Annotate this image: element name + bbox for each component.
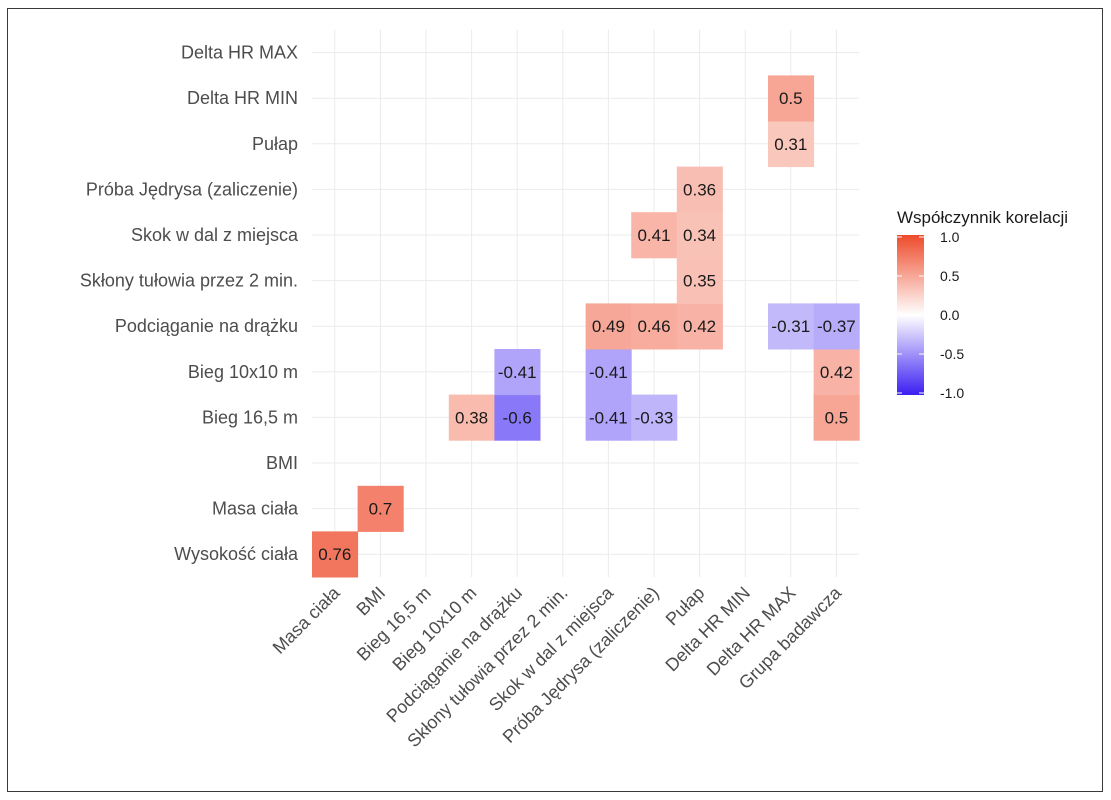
heatmap-cell (676, 212, 723, 259)
cell-value-label: -0.33 (635, 408, 674, 427)
y-tick-label: Podciąganie na drążku (115, 316, 298, 336)
cell-value-label: 0.76 (318, 545, 351, 564)
cell-value-label: 0.7 (369, 500, 393, 519)
cell-value-label: 0.46 (637, 317, 670, 336)
heatmap-cell (631, 212, 678, 259)
y-tick-label: Bieg 16,5 m (202, 407, 298, 427)
y-tick-label: Pułap (252, 134, 298, 154)
y-tick-label: Próba Jędrysa (zaliczenie) (86, 179, 298, 199)
cell-value-label: 0.42 (820, 363, 853, 382)
cell-value-label: 0.41 (637, 226, 670, 245)
heatmap-cell (768, 121, 815, 168)
legend-title: Współczynnik korelacji (897, 208, 1068, 227)
y-tick-label: Skok w dal z miejsca (131, 225, 299, 245)
y-tick-label: Skłony tułowia przez 2 min. (80, 271, 298, 291)
heatmap-cells: 0.76 0.7 0.38 -0.6 -0.41 -0.41 -0.41 0.49 -0.33 0… (312, 75, 860, 578)
heatmap-cell (312, 531, 359, 578)
legend-tick-label: -1.0 (940, 385, 964, 401)
heatmap-cell (585, 303, 632, 350)
legend-ticks: 1.0 0.5 0.0 -0.5 -1.0 (897, 229, 964, 401)
cell-value-label: 0.34 (683, 226, 716, 245)
cell-value-label: -0.31 (771, 317, 810, 336)
y-tick-label: Wysokość ciała (174, 544, 299, 564)
legend-tick-label: -0.5 (940, 346, 964, 362)
legend-tick-label: 0.5 (940, 268, 960, 284)
cell-value-label: -0.6 (503, 408, 532, 427)
heatmap-cell (813, 394, 860, 441)
cell-value-label: 0.31 (774, 135, 807, 154)
y-axis-labels: Wysokość ciała Masa ciała BMI Bieg 16,5 m Bi… (80, 43, 299, 565)
heatmap-cell (768, 75, 815, 122)
cell-value-label: -0.41 (589, 408, 628, 427)
cell-value-label: 0.38 (455, 408, 488, 427)
heatmap-cell (676, 257, 723, 304)
y-tick-label: Delta HR MIN (187, 88, 298, 108)
cell-value-label: 0.35 (683, 272, 716, 291)
cell-value-label: -0.37 (817, 317, 856, 336)
y-tick-label: Masa ciała (212, 499, 299, 519)
legend: Współczynnik korelacji 1.0 0.5 0.0 -0.5 -1.0 (897, 208, 1068, 401)
heatmap-cell (585, 394, 632, 441)
cell-value-label: 0.5 (825, 408, 849, 427)
heatmap-cell (813, 303, 860, 350)
heatmap-cell (631, 394, 678, 441)
heatmap-cell (357, 485, 404, 532)
y-tick-label: Delta HR MAX (181, 43, 298, 63)
heatmap-cell (676, 303, 723, 350)
x-tick-label: BMI (352, 583, 389, 620)
heatmap-cell (448, 394, 495, 441)
legend-tick-label: 1.0 (940, 229, 960, 245)
heatmap-cell (494, 349, 541, 396)
heatmap-cell (631, 303, 678, 350)
y-tick-label: Bieg 10x10 m (188, 362, 298, 382)
cell-value-label: -0.41 (589, 363, 628, 382)
cell-value-label: 0.5 (779, 89, 803, 108)
legend-tick-label: 0.0 (940, 307, 960, 323)
cell-value-label: 0.36 (683, 180, 716, 199)
heatmap-cell (585, 349, 632, 396)
heatmap-cell (768, 303, 815, 350)
cell-value-label: 0.49 (592, 317, 625, 336)
cell-value-label: 0.42 (683, 317, 716, 336)
heatmap-cell (813, 349, 860, 396)
figure-frame (7, 8, 1103, 792)
x-tick-label: Masa ciała (269, 582, 345, 658)
heatmap-cell (494, 394, 541, 441)
cell-value-label: -0.41 (498, 363, 537, 382)
heatmap-cell (676, 166, 723, 213)
y-tick-label: BMI (266, 453, 298, 473)
